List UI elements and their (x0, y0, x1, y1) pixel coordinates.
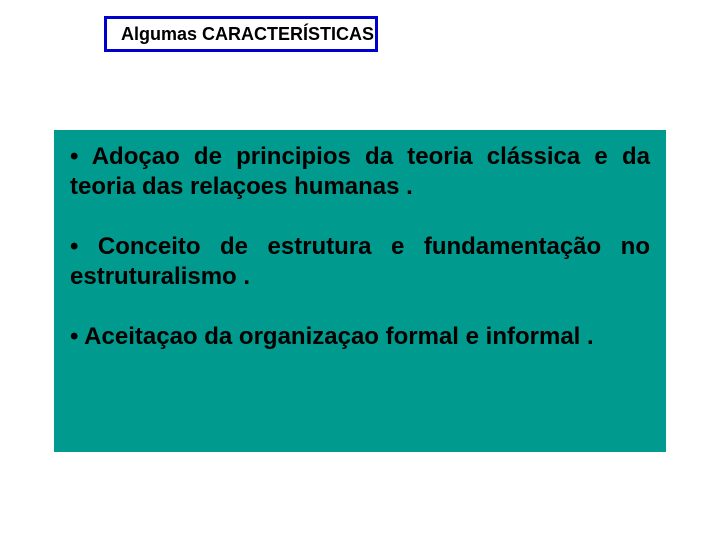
bullet-item: • Aceitaçao da organizaçao formal e info… (70, 322, 650, 352)
title-box: Algumas CARACTERÍSTICAS (104, 16, 378, 52)
title-text: Algumas CARACTERÍSTICAS (121, 24, 374, 45)
bullet-item: • Conceito de estrutura e fundamentação … (70, 232, 650, 292)
bullet-item: • Adoçao de principios da teoria clássic… (70, 142, 650, 202)
content-box: • Adoçao de principios da teoria clássic… (54, 130, 666, 452)
